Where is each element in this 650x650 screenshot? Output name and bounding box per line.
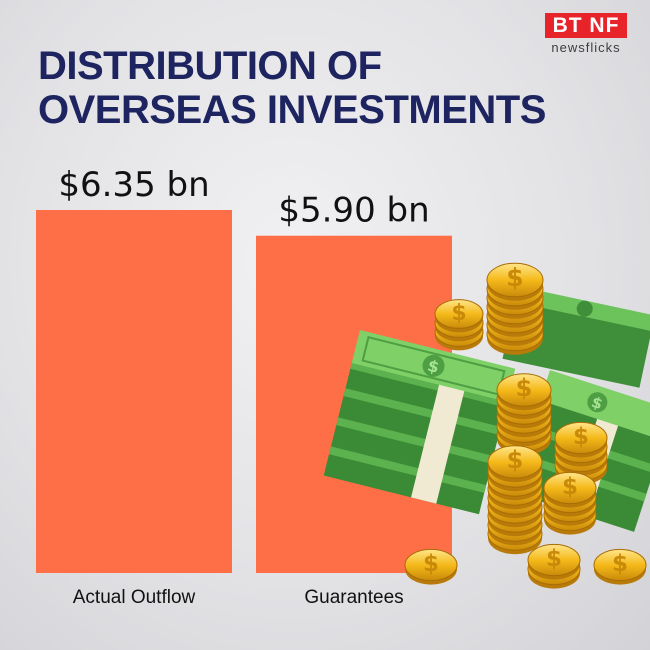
- bar-1: [36, 210, 232, 573]
- logo-subtitle: newsflicks: [551, 40, 621, 55]
- brand-logo: BT NF newsflicks: [545, 13, 627, 57]
- title-line-1: DISTRIBUTION OF: [38, 44, 382, 88]
- title-line-2: OVERSEAS INVESTMENTS: [38, 88, 546, 132]
- category-label-1: Actual Outflow: [73, 587, 196, 608]
- value-label-2: $5.90 bn: [278, 191, 429, 231]
- bars-layer: [36, 210, 452, 573]
- category-label-2: Guarantees: [304, 587, 403, 608]
- logo-main: BT NF: [545, 13, 627, 38]
- bar-2: [256, 235, 452, 573]
- labels-layer: $6.35 bn Actual Outflow $5.90 bn Guarantees: [58, 165, 429, 608]
- chart-title: DISTRIBUTION OF OVERSEAS INVESTMENTS: [38, 44, 598, 132]
- value-label-1: $6.35 bn: [58, 165, 209, 205]
